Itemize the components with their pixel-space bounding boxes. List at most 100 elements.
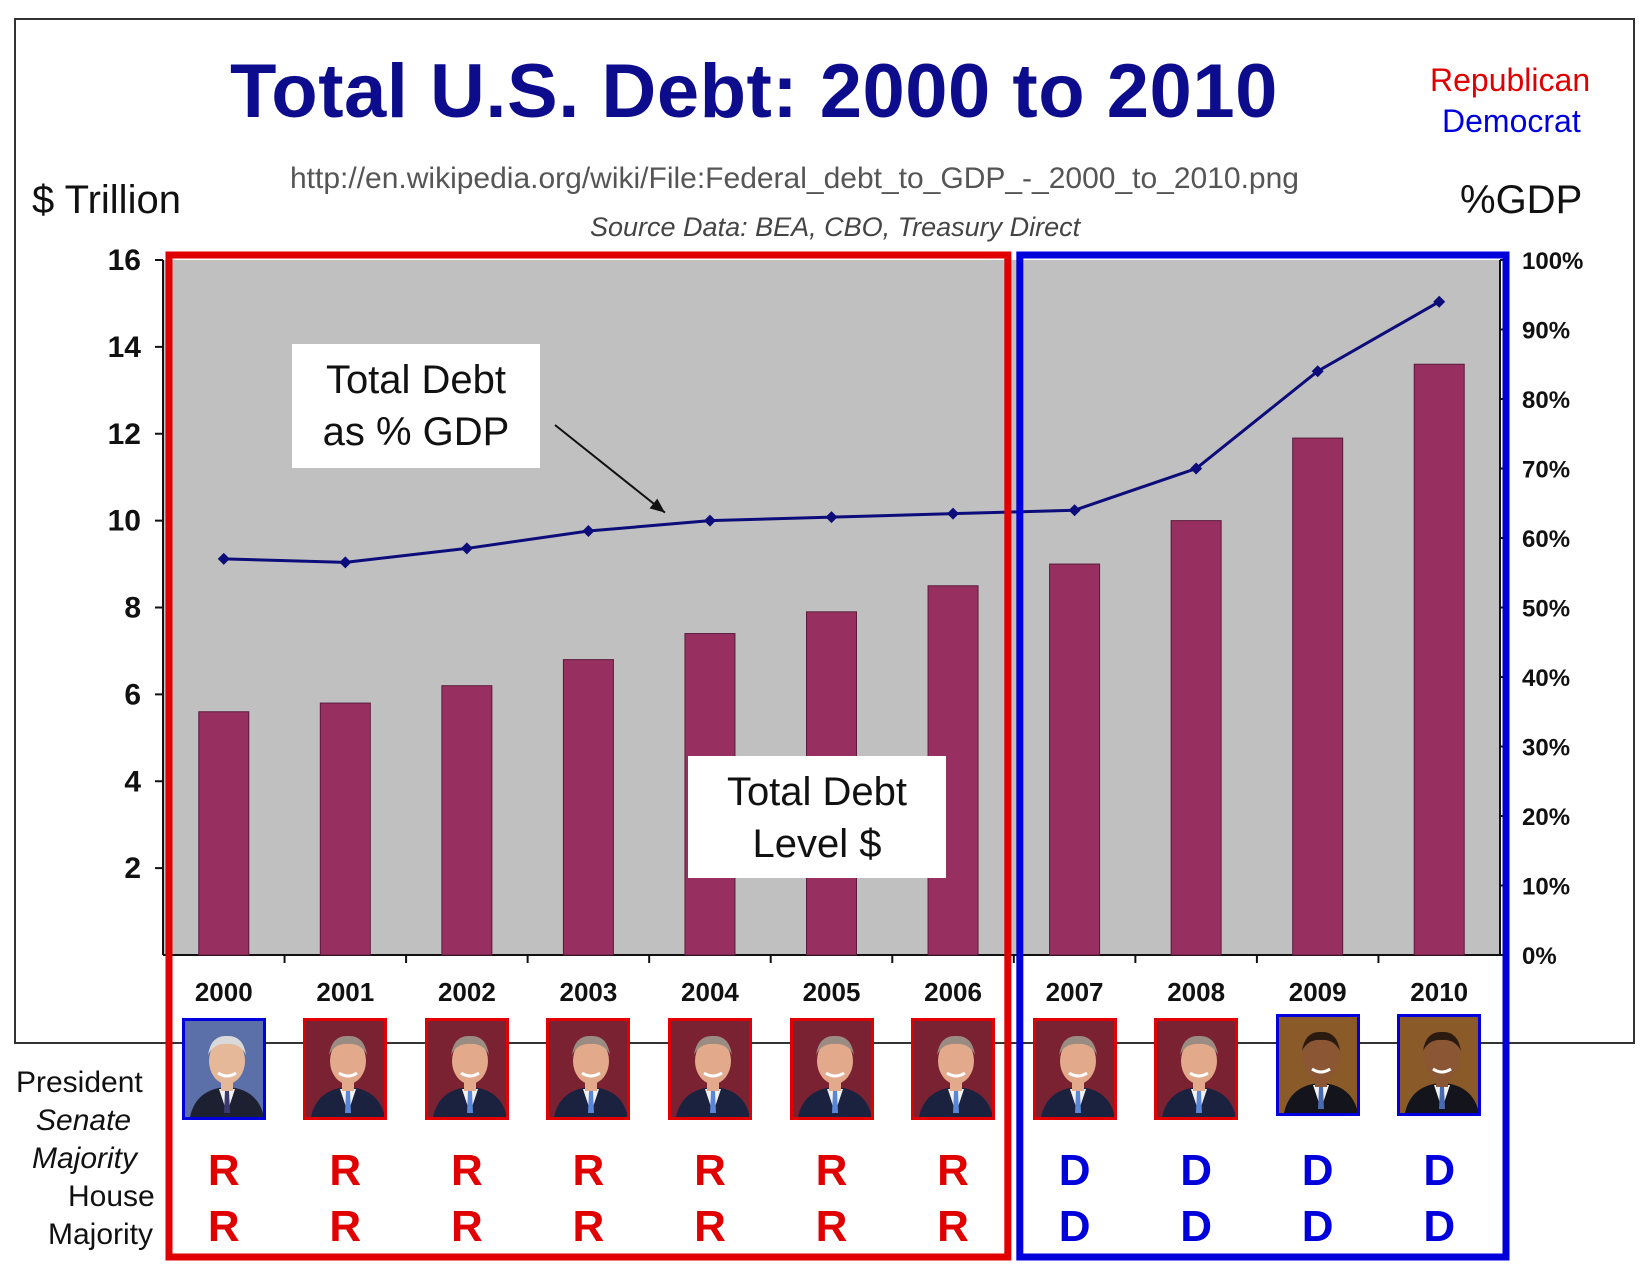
house-majority-2005: R xyxy=(815,1202,848,1251)
row-label-house-majority: Majority xyxy=(48,1218,154,1251)
x-tick-label-2010: 2010 xyxy=(1410,977,1468,1007)
house-majority-2003: R xyxy=(572,1202,605,1251)
y-left-tick-label: 8 xyxy=(124,592,141,625)
debt-pct-point-2009 xyxy=(1311,365,1324,378)
callout-level-line-1: Total Debt xyxy=(726,770,908,814)
president-portrait-bush xyxy=(303,1018,388,1120)
callout-debt-level: Total Debt Level $ xyxy=(688,756,946,878)
y-right-tick-label: 70% xyxy=(1522,457,1570,484)
debt-pct-point-2000 xyxy=(217,552,230,565)
republican-period-box xyxy=(165,251,1012,1261)
y-left-tick-label: 16 xyxy=(108,244,141,277)
senate-majority-2007: D xyxy=(1058,1146,1091,1195)
debt-bar-2008 xyxy=(1170,520,1222,956)
x-tick-label-2007: 2007 xyxy=(1046,977,1104,1007)
x-tick-label-2001: 2001 xyxy=(316,977,374,1007)
senate-majority-2000: R xyxy=(207,1146,240,1195)
y-axis-right-label: %GDP xyxy=(1460,178,1583,222)
debt-pct-point-2001 xyxy=(339,556,352,569)
callout-arrow-line xyxy=(554,424,666,514)
senate-majority-2001: R xyxy=(329,1146,362,1195)
house-majority-2000: R xyxy=(207,1202,240,1251)
debt-bar-2010 xyxy=(1413,363,1465,956)
y-right-tick-label: 80% xyxy=(1522,387,1570,414)
senate-majority-2004: R xyxy=(694,1146,726,1195)
y-right-tick-label: 60% xyxy=(1522,526,1570,553)
president-portrait-obama xyxy=(1275,1014,1360,1116)
house-majority-2009: D xyxy=(1301,1202,1334,1251)
president-portrait-clinton xyxy=(181,1018,266,1120)
callout-pct-line-1: Total Debt xyxy=(325,358,507,402)
senate-majority-2003: R xyxy=(572,1146,605,1195)
house-majority-2002: R xyxy=(450,1202,483,1251)
debt-pct-point-2002 xyxy=(460,542,473,555)
callout-pct-line-2: as % GDP xyxy=(322,410,510,454)
source-url: http://en.wikipedia.org/wiki/File:Federa… xyxy=(290,162,1299,195)
y-left-tick-label: 12 xyxy=(108,418,141,451)
legend-democrat: Democrat xyxy=(1442,103,1581,139)
x-tick-label-2009: 2009 xyxy=(1289,977,1347,1007)
y-right-tick-label: 10% xyxy=(1522,874,1570,901)
debt-pct-point-2005 xyxy=(825,511,838,524)
callout-level-line-2: Level $ xyxy=(752,822,882,866)
debt-pct-point-2010 xyxy=(1433,295,1446,308)
debt-pct-point-2008 xyxy=(1190,462,1203,475)
debt-pct-point-2004 xyxy=(703,514,716,527)
president-portrait-bush xyxy=(789,1018,874,1120)
y-axis-left-label: $ Trillion xyxy=(32,178,181,222)
x-tick-label-2005: 2005 xyxy=(803,977,861,1007)
y-left-tick-label: 6 xyxy=(124,678,141,711)
debt-pct-point-2003 xyxy=(582,525,595,538)
house-majority-2010: D xyxy=(1423,1202,1456,1251)
senate-majority-2006: R xyxy=(937,1146,969,1195)
y-right-tick-label: 100% xyxy=(1522,248,1583,275)
debt-bar-2000 xyxy=(198,711,250,956)
house-majority-2004: R xyxy=(694,1202,726,1251)
senate-majority-2008: D xyxy=(1180,1146,1213,1195)
legend-republican: Republican xyxy=(1430,62,1591,98)
debt-pct-point-2007 xyxy=(1068,504,1081,517)
y-right-tick-label: 0% xyxy=(1522,943,1557,970)
row-label-senate-majority: Majority xyxy=(32,1142,138,1175)
senate-majority-2005: R xyxy=(815,1146,848,1195)
callout-debt-pct-gdp: Total Debt as % GDP xyxy=(292,344,540,468)
president-portrait-bush xyxy=(911,1018,996,1120)
debt-bar-2002 xyxy=(441,685,493,956)
y-right-tick-label: 90% xyxy=(1522,318,1570,345)
x-tick-label-2002: 2002 xyxy=(438,977,496,1007)
chart-title: Total U.S. Debt: 2000 to 2010 xyxy=(230,49,1278,134)
debt-pct-point-2006 xyxy=(947,507,960,520)
y-left-tick-label: 2 xyxy=(124,852,141,885)
house-majority-2007: D xyxy=(1058,1202,1091,1251)
row-label-president: President xyxy=(16,1066,143,1099)
debt-bar-2007 xyxy=(1049,563,1101,956)
house-majority-2006: R xyxy=(937,1202,969,1251)
house-majority-2001: R xyxy=(329,1202,362,1251)
democrat-period-box xyxy=(1016,251,1510,1261)
debt-bar-2009 xyxy=(1292,437,1344,956)
senate-majority-2009: D xyxy=(1301,1146,1334,1195)
y-right-tick-label: 20% xyxy=(1522,804,1570,831)
x-tick-label-2003: 2003 xyxy=(559,977,617,1007)
y-right-tick-label: 30% xyxy=(1522,735,1570,762)
x-tick-label-2006: 2006 xyxy=(924,977,982,1007)
y-left-tick-label: 14 xyxy=(108,331,142,364)
x-tick-label-2004: 2004 xyxy=(681,977,739,1007)
x-tick-label-2008: 2008 xyxy=(1167,977,1225,1007)
y-right-tick-label: 50% xyxy=(1522,596,1570,623)
source-note: Source Data: BEA, CBO, Treasury Direct xyxy=(590,212,1081,242)
president-portrait-bush xyxy=(1032,1018,1117,1120)
president-portrait-obama xyxy=(1397,1014,1482,1116)
row-label-senate: Senate xyxy=(36,1104,132,1137)
debt-bar-2003 xyxy=(562,659,614,956)
y-left-tick-label: 4 xyxy=(124,765,141,798)
debt-bar-2001 xyxy=(319,702,371,956)
row-label-house: House xyxy=(68,1180,155,1213)
x-tick-label-2000: 2000 xyxy=(195,977,253,1007)
president-portrait-bush xyxy=(546,1018,631,1120)
y-left-tick-label: 10 xyxy=(108,505,141,538)
president-portrait-bush xyxy=(1154,1018,1239,1120)
callout-arrow-head xyxy=(649,498,665,513)
senate-majority-2010: D xyxy=(1423,1146,1456,1195)
president-portrait-bush xyxy=(424,1018,509,1120)
